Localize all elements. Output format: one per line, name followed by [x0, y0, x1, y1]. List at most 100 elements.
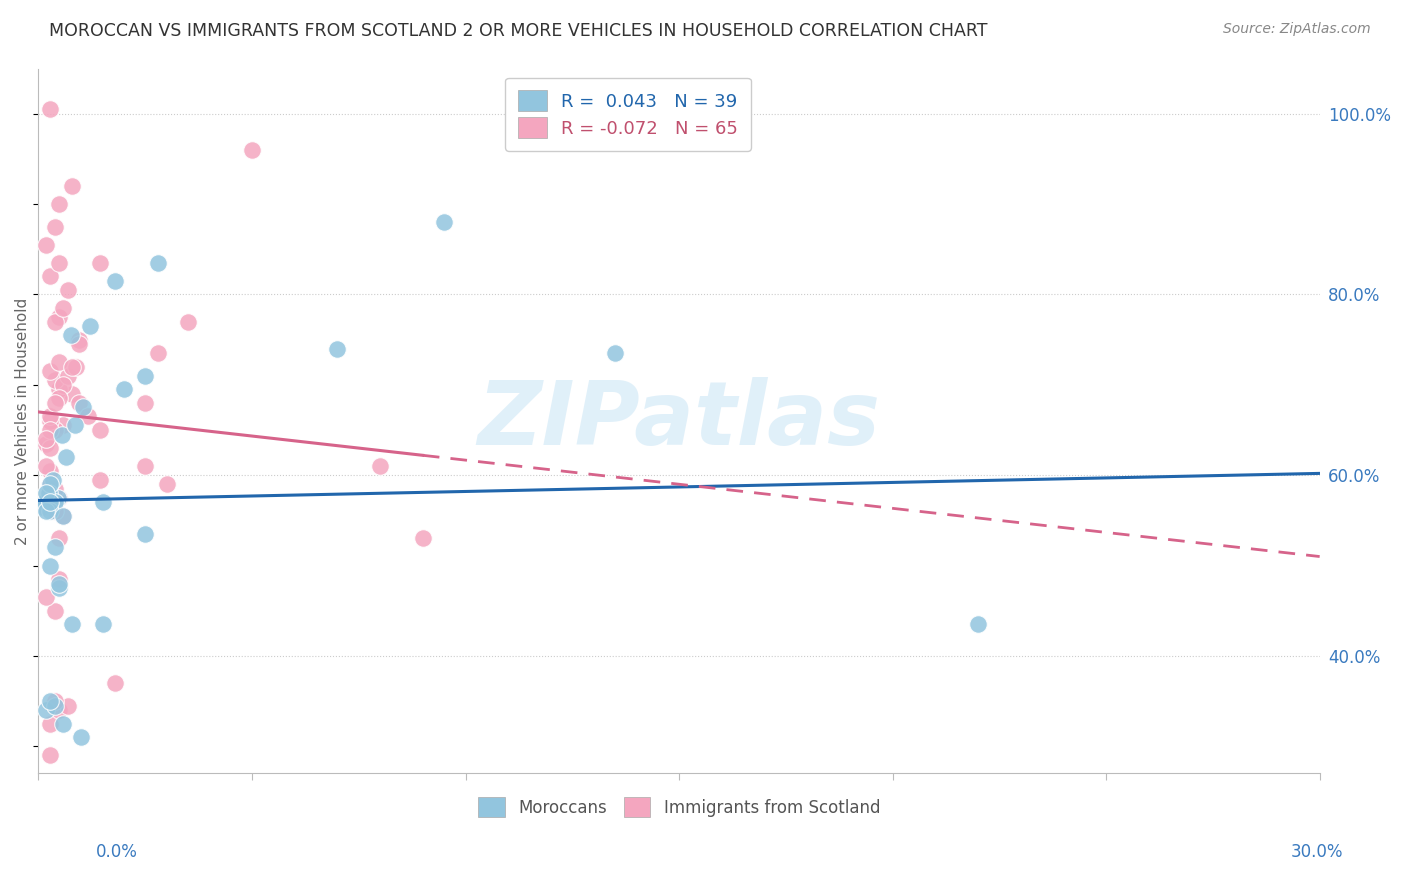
- Point: [35, 486, 58, 500]
- Point: [72, 401, 94, 415]
- Point: [39, 409, 62, 424]
- Point: [39, 464, 62, 478]
- Point: [35, 237, 58, 252]
- Point: [134, 396, 156, 410]
- Point: [67, 333, 90, 347]
- Point: [44, 396, 66, 410]
- Point: [51, 427, 73, 442]
- Point: [89, 473, 111, 487]
- Point: [60, 617, 83, 632]
- Point: [433, 215, 456, 229]
- Point: [48, 310, 70, 324]
- Legend: Moroccans, Immigrants from Scotland: Moroccans, Immigrants from Scotland: [470, 789, 889, 825]
- Point: [56, 368, 79, 383]
- Point: [89, 256, 111, 270]
- Text: 0.0%: 0.0%: [96, 843, 138, 861]
- Point: [59, 328, 82, 343]
- Point: [46, 491, 69, 505]
- Point: [44, 541, 66, 555]
- Point: [48, 703, 70, 717]
- Point: [112, 382, 135, 396]
- Point: [48, 581, 70, 595]
- Point: [70, 731, 93, 745]
- Point: [44, 694, 66, 708]
- Point: [39, 504, 62, 518]
- Point: [240, 143, 263, 157]
- Point: [39, 495, 62, 509]
- Point: [60, 359, 83, 374]
- Point: [35, 459, 58, 474]
- Point: [42, 473, 65, 487]
- Point: [134, 368, 156, 383]
- Point: [39, 477, 62, 491]
- Point: [48, 256, 70, 270]
- Point: [35, 432, 58, 446]
- Point: [39, 102, 62, 116]
- Point: [60, 179, 83, 194]
- Point: [44, 495, 66, 509]
- Point: [34, 495, 56, 509]
- Point: [44, 495, 66, 509]
- Point: [44, 482, 66, 496]
- Point: [91, 617, 114, 632]
- Point: [39, 558, 62, 573]
- Point: [134, 459, 156, 474]
- Point: [63, 418, 86, 433]
- Point: [44, 219, 66, 234]
- Point: [79, 319, 101, 334]
- Point: [65, 359, 87, 374]
- Point: [35, 500, 58, 514]
- Point: [31, 500, 53, 514]
- Point: [104, 274, 127, 288]
- Point: [35, 504, 58, 518]
- Point: [52, 377, 75, 392]
- Point: [48, 382, 70, 396]
- Point: [39, 364, 62, 378]
- Point: [48, 355, 70, 369]
- Point: [146, 256, 169, 270]
- Point: [48, 572, 70, 586]
- Point: [48, 392, 70, 406]
- Point: [48, 491, 70, 505]
- Point: [39, 441, 62, 455]
- Point: [56, 283, 79, 297]
- Point: [177, 314, 200, 328]
- Point: [52, 301, 75, 315]
- Point: [60, 387, 83, 401]
- Point: [39, 486, 62, 500]
- Point: [326, 342, 349, 356]
- Point: [52, 508, 75, 523]
- Point: [76, 409, 98, 424]
- Point: [39, 423, 62, 437]
- Point: [52, 508, 75, 523]
- Point: [38, 486, 60, 500]
- Point: [67, 337, 90, 351]
- Point: [967, 617, 990, 632]
- Point: [39, 716, 62, 731]
- Point: [44, 373, 66, 387]
- Point: [44, 698, 66, 713]
- Point: [35, 436, 58, 450]
- Point: [52, 418, 75, 433]
- Point: [48, 197, 70, 211]
- Point: [39, 748, 62, 763]
- Point: [67, 396, 90, 410]
- Point: [44, 423, 66, 437]
- Point: [48, 576, 70, 591]
- Text: MOROCCAN VS IMMIGRANTS FROM SCOTLAND 2 OR MORE VEHICLES IN HOUSEHOLD CORRELATION: MOROCCAN VS IMMIGRANTS FROM SCOTLAND 2 O…: [49, 22, 987, 40]
- Point: [134, 527, 156, 541]
- Point: [368, 459, 391, 474]
- Point: [35, 591, 58, 605]
- Point: [39, 694, 62, 708]
- Point: [39, 414, 62, 428]
- Point: [89, 423, 111, 437]
- Point: [52, 716, 75, 731]
- Point: [146, 346, 169, 360]
- Point: [44, 604, 66, 618]
- Y-axis label: 2 or more Vehicles in Household: 2 or more Vehicles in Household: [15, 297, 30, 545]
- Point: [56, 698, 79, 713]
- Text: 30.0%: 30.0%: [1291, 843, 1343, 861]
- Point: [44, 504, 66, 518]
- Point: [412, 532, 434, 546]
- Point: [603, 346, 626, 360]
